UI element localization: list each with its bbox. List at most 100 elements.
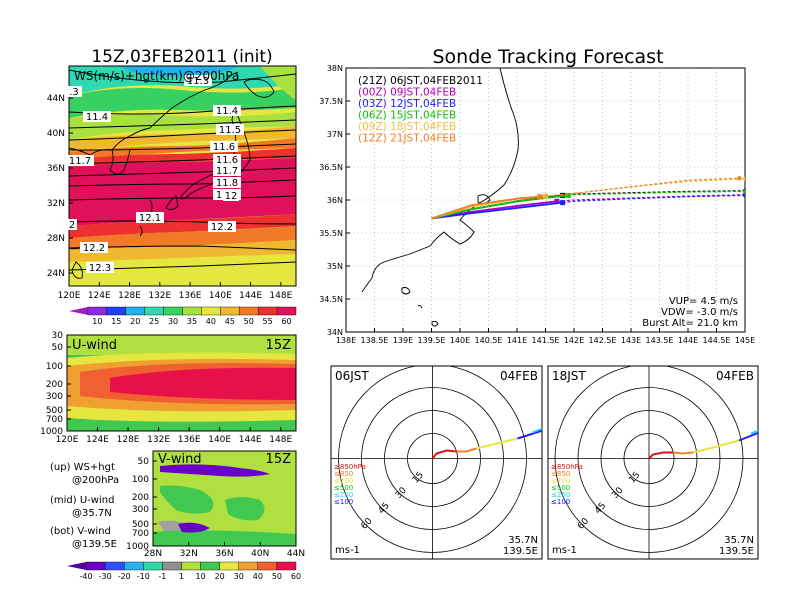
u-pressure-label: 200 — [46, 380, 63, 390]
hodograph-trace — [456, 447, 477, 453]
hodograph-level-legend: ≤700 — [334, 477, 353, 485]
uv-colorbar-swatch — [162, 561, 182, 571]
ws-map-panel: 11.311.411.411.511.611.611.711.711.811.9… — [47, 65, 297, 326]
track-x-label: 140.5E — [475, 336, 503, 345]
ws-fill — [69, 66, 296, 286]
hodograph-trace — [692, 439, 740, 454]
u-wind-label: U-wind — [72, 338, 117, 353]
hodograph-lat: 35.7N — [724, 535, 754, 546]
track-x-label: 141E — [507, 336, 527, 345]
map-lat-label: 24N — [47, 269, 65, 279]
svg-text:.3: .3 — [69, 87, 79, 98]
hodograph-trace — [738, 431, 758, 442]
contour-label: 12.3 — [86, 262, 114, 274]
uv-colorbar-swatch — [257, 561, 278, 571]
svg-text:12.3: 12.3 — [89, 263, 111, 274]
track-legend-entry: (12Z) 21JST,04FEB — [358, 133, 456, 145]
map-lat-label: 44N — [47, 94, 65, 104]
u-pressure-label: 100 — [46, 362, 63, 372]
hodograph-frame — [330, 365, 543, 560]
ws-colorbar-label: 35 — [187, 317, 197, 326]
contour-label: 11.4 — [213, 105, 241, 117]
track-landing-point — [737, 176, 742, 181]
v-wind-label: V-wind — [158, 452, 202, 467]
track-x-label: 145E — [735, 336, 755, 345]
track-x-label: 138E — [336, 336, 356, 345]
map-lat-axis: 24N 28N 32N 36N 40N 44N — [47, 94, 73, 279]
uv-colorbar-swatch — [238, 561, 259, 571]
v-pressure-label: 700 — [132, 529, 149, 539]
track-x-axis: 138E 138.5E 139E 139.5E 140E 140.5E 141E 141.5E… — [336, 328, 755, 345]
u-lon-label: 132E — [147, 435, 170, 445]
track-series — [431, 176, 745, 220]
map-lat-label: 40N — [47, 129, 65, 139]
track-legend-entry: (09Z) 18JST,04FEB — [358, 121, 456, 133]
uv-colorbar-label: -20 — [118, 572, 131, 581]
map-lon-label: 124E — [88, 291, 111, 301]
track-ascent-line — [431, 201, 563, 220]
u-pressure-label: 700 — [46, 415, 63, 425]
hodograph-lon: 139.5E — [719, 546, 754, 557]
track-grid — [346, 68, 745, 332]
uv-colorbar-label: 1 — [179, 572, 184, 581]
hodograph-units: ms-1 — [335, 545, 360, 556]
hodograph-level-legend: ≤500 — [334, 484, 353, 492]
annotation-vup: VUP= 4.5 m/s — [669, 296, 738, 307]
ws-colorbar-label: 25 — [149, 317, 159, 326]
map-lon-label: 148E — [269, 291, 292, 301]
hodograph-level-legend: ≥850hPa — [334, 463, 366, 471]
contour-label: 11.6 — [213, 154, 241, 166]
ws-colorbar-swatch — [144, 306, 164, 316]
hodograph-trace — [648, 451, 673, 460]
v-pressure-label: 1000 — [126, 542, 149, 552]
svg-text:11.7: 11.7 — [69, 156, 91, 167]
ws-colorbar-label: 60 — [281, 317, 291, 326]
contour-label: 12 — [223, 190, 239, 202]
u-lon-label: 140E — [208, 435, 231, 445]
map-lon-label: 144E — [239, 291, 262, 301]
uv-colorbar-swatch — [104, 561, 125, 571]
uv-colorbar-swatch — [124, 561, 144, 571]
u-wind-time: 15Z — [266, 338, 292, 353]
svg-text:11.8: 11.8 — [216, 178, 238, 189]
note-up-title: (up) WS+hgt — [50, 462, 115, 473]
track-series-5 — [431, 176, 742, 220]
v-pressure-label: 500 — [132, 520, 149, 530]
v-pressure-label: 200 — [132, 493, 149, 503]
uv-colorbar-label: 50 — [272, 572, 282, 581]
contour-label: .3 — [66, 86, 82, 98]
svg-text:11.3: 11.3 — [187, 76, 209, 87]
map-lat-label: 32N — [47, 199, 65, 209]
hodograph-level-legend: ≥850hPa — [551, 463, 583, 471]
contour-label: 11.7 — [213, 165, 241, 177]
v-wind-time: 15Z — [266, 452, 292, 467]
u-pressure-label: 50 — [52, 343, 64, 353]
track-y-label: 34.5N — [319, 295, 343, 304]
hodograph-time-label: 18JST — [552, 369, 586, 383]
track-y-label: 36N — [327, 196, 343, 205]
track-y-label: 37.5N — [319, 97, 343, 106]
contour-label: 11.4 — [83, 111, 111, 123]
ws-colorbar-swatch — [182, 306, 202, 316]
track-burst-point — [554, 198, 560, 204]
ws-colorbar-label: 10 — [92, 317, 102, 326]
contour-label: 11.6 — [210, 141, 238, 153]
hodograph-trace — [672, 451, 694, 455]
contour-label: 12.1 — [136, 212, 164, 224]
hodograph-trace — [476, 437, 518, 450]
u-lon-label: 124E — [86, 435, 109, 445]
track-x-label: 142.5E — [589, 336, 617, 345]
u-pressure-label: 500 — [46, 406, 63, 416]
u-pressure-label: 300 — [46, 392, 63, 402]
hodograph-trace — [431, 449, 457, 460]
map-contour-labels: 11.311.411.411.511.611.611.711.711.811.9… — [66, 75, 244, 274]
hodograph-trace — [517, 429, 542, 440]
uv-colorbar-swatch — [200, 561, 220, 571]
ws-colorbar-label: 30 — [168, 317, 178, 326]
v-pressure-label: 300 — [132, 505, 149, 515]
map-lon-label: 136E — [179, 291, 202, 301]
svg-text:11.6: 11.6 — [216, 155, 238, 166]
track-landing-point — [742, 189, 745, 194]
map-lon-label: 120E — [58, 291, 81, 301]
hodograph-date-label: 04FEB — [500, 369, 538, 383]
